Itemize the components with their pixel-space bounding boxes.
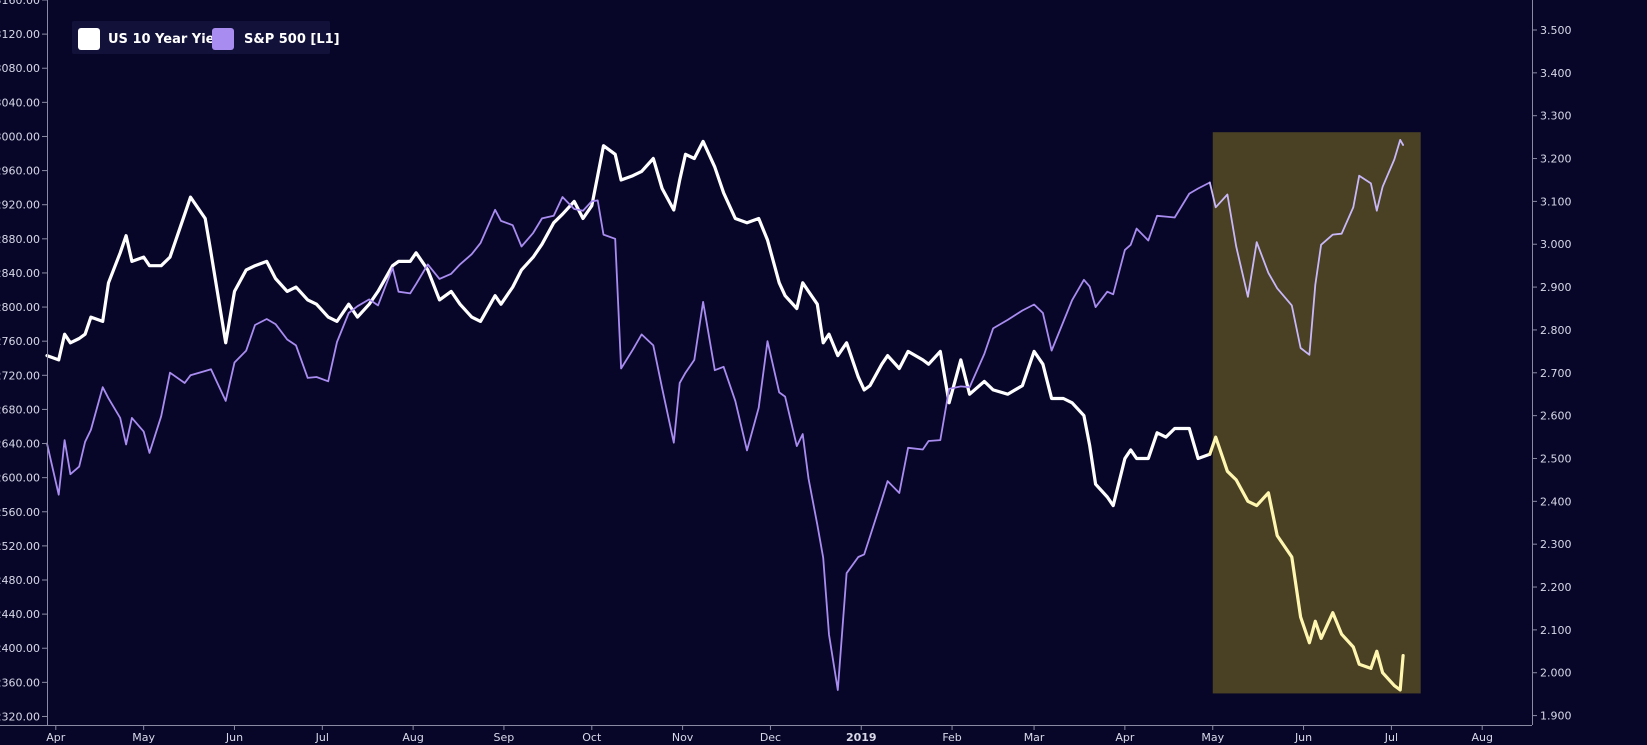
x-tick-label: Mar <box>1024 731 1045 744</box>
legend-label-us10y: US 10 Year Yield <box>108 32 228 47</box>
x-tick-label: Apr <box>1115 731 1135 744</box>
left-tick-label: 2520.00 <box>0 540 40 553</box>
x-tick-label: Jul <box>1384 731 1398 744</box>
right-tick-label: 3.100 <box>1540 195 1572 208</box>
left-tick-label: 2320.00 <box>0 710 40 723</box>
x-tick-label: Nov <box>672 731 694 744</box>
x-tick-label: Jun <box>1294 731 1312 744</box>
x-tick-label: May <box>1201 731 1224 744</box>
legend-swatch-sp500[interactable] <box>212 28 234 50</box>
left-tick-label: 2360.00 <box>0 676 40 689</box>
x-axis-ticks: Apr May Jun Jul Aug Sep Oct Nov Dec 2019 Feb Mar Apr… <box>46 725 1493 744</box>
series-layer <box>45 138 1405 692</box>
right-tick-label: 2.700 <box>1540 367 1572 380</box>
right-tick-label: 3.200 <box>1540 153 1572 166</box>
left-tick-label: 3000.00 <box>0 130 40 143</box>
left-axis-ticks: 3160.00 3120.00 3080.00 3040.00 3000.00 2960.… <box>0 0 47 723</box>
left-tick-label: 2440.00 <box>0 608 40 621</box>
x-tick-label: Sep <box>494 731 515 744</box>
left-tick-label: 2960.00 <box>0 165 40 178</box>
left-tick-label: 2760.00 <box>0 335 40 348</box>
left-tick-label: 2640.00 <box>0 438 40 451</box>
highlight-region-layer <box>1212 132 1421 694</box>
right-tick-label: 2.200 <box>1540 581 1572 594</box>
x-tick-label: Jun <box>225 731 243 744</box>
left-tick-label: 2720.00 <box>0 369 40 382</box>
legend-background <box>72 21 330 54</box>
right-tick-label: 2.400 <box>1540 495 1572 508</box>
legend-label-sp500: S&P 500 [L1] <box>244 32 340 47</box>
left-tick-label: 2560.00 <box>0 506 40 519</box>
right-tick-label: 3.500 <box>1540 24 1572 37</box>
x-tick-label: 2019 <box>846 731 877 744</box>
x-tick-label: Aug <box>1471 731 1492 744</box>
left-tick-label: 2880.00 <box>0 233 40 246</box>
right-tick-label: 1.900 <box>1540 710 1572 723</box>
right-tick-label: 2.100 <box>1540 624 1572 637</box>
right-axis-ticks: 3.500 3.400 3.300 3.200 3.100 3.000 2.900 2.800… <box>1532 24 1572 723</box>
right-tick-label: 2.800 <box>1540 324 1572 337</box>
x-tick-label: Feb <box>942 731 961 744</box>
legend-swatch-us10y[interactable] <box>78 28 100 50</box>
x-tick-label: Aug <box>402 731 423 744</box>
left-tick-label: 2400.00 <box>0 642 40 655</box>
right-tick-label: 2.000 <box>1540 667 1572 680</box>
left-tick-label: 3040.00 <box>0 96 40 109</box>
left-tick-label: 2920.00 <box>0 199 40 212</box>
legend: US 10 Year Yield S&P 500 [L1] <box>72 21 340 54</box>
left-tick-label: 2680.00 <box>0 403 40 416</box>
left-tick-label: 2800.00 <box>0 301 40 314</box>
right-tick-label: 2.900 <box>1540 281 1572 294</box>
left-tick-label: 2480.00 <box>0 574 40 587</box>
left-tick-label: 2840.00 <box>0 267 40 280</box>
left-tick-label: 3120.00 <box>0 28 40 41</box>
x-tick-label: Dec <box>760 731 781 744</box>
x-tick-label: Apr <box>46 731 66 744</box>
right-tick-label: 3.000 <box>1540 238 1572 251</box>
x-tick-label: May <box>132 731 155 744</box>
right-tick-label: 3.400 <box>1540 67 1572 80</box>
right-tick-label: 2.500 <box>1540 452 1572 465</box>
left-tick-label: 3080.00 <box>0 62 40 75</box>
right-tick-label: 3.300 <box>1540 110 1572 123</box>
left-tick-label: 2600.00 <box>0 472 40 485</box>
x-tick-label: Jul <box>315 731 329 744</box>
right-tick-label: 2.600 <box>1540 410 1572 423</box>
highlight-region <box>1212 132 1421 694</box>
left-tick-label: 3160.00 <box>0 0 40 7</box>
right-tick-label: 2.300 <box>1540 538 1572 551</box>
x-tick-label: Oct <box>582 731 602 744</box>
axes-layer <box>0 0 1533 726</box>
